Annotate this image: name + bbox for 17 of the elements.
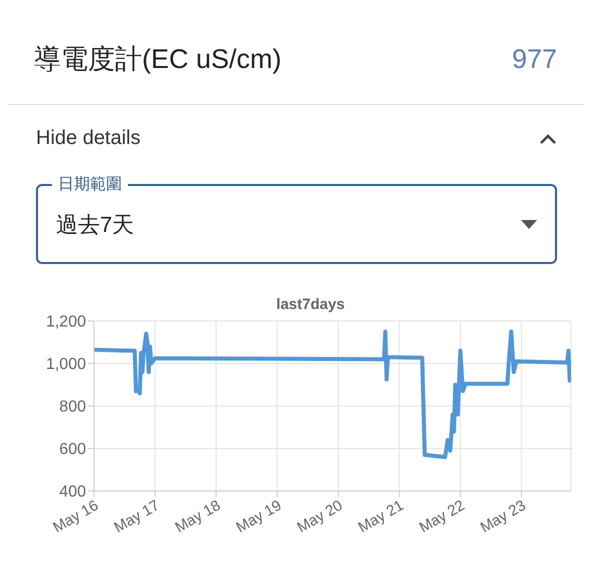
text: Hide details	[36, 127, 141, 150]
x-tick-label: May 23	[478, 496, 529, 536]
text: 日期範圍	[52, 174, 128, 195]
x-tick-label: May 17	[111, 496, 162, 536]
x-tick-label: May 21	[355, 496, 407, 536]
x-tick-label: May 18	[172, 496, 224, 536]
y-tick-label: 600	[59, 441, 86, 458]
text: 導電度計(EC uS/cm)	[34, 43, 282, 76]
chart-title: last7days	[275, 296, 346, 313]
y-tick-label: 1,000	[46, 356, 86, 374]
x-tick-label: May 19	[233, 496, 284, 536]
x-tick-label: May 22	[416, 496, 468, 536]
text: 過去7天	[56, 211, 134, 239]
y-tick-label: 800	[59, 398, 86, 416]
text: 977	[512, 44, 557, 74]
y-tick-label: 1,200	[46, 314, 86, 331]
x-tick-label: May 20	[294, 496, 346, 536]
